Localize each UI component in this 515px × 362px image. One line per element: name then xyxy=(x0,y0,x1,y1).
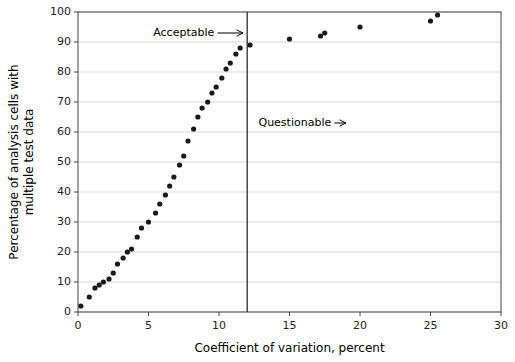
point xyxy=(135,234,140,239)
tick-label: 40 xyxy=(57,185,71,198)
point xyxy=(195,114,200,119)
point xyxy=(219,75,224,80)
point xyxy=(87,294,92,299)
point xyxy=(157,201,162,206)
x-axis-label: Coefficient of variation, percent xyxy=(194,341,384,355)
tick-label: 70 xyxy=(57,95,71,108)
point xyxy=(121,255,126,260)
tick-mark xyxy=(74,282,78,283)
tick-label: 0 xyxy=(75,319,82,332)
grid-line xyxy=(78,102,501,103)
y-axis-label: Percentage of analysis cells withmultipl… xyxy=(7,64,36,259)
y-axis-label-line: Percentage of analysis cells with xyxy=(7,64,21,259)
point xyxy=(129,246,134,251)
tick-mark xyxy=(74,102,78,103)
point xyxy=(97,282,102,287)
tick-label: 15 xyxy=(283,319,297,332)
grid-line xyxy=(78,222,501,223)
tick-label: 80 xyxy=(57,65,71,78)
point xyxy=(435,12,440,17)
point xyxy=(106,276,111,281)
point xyxy=(139,225,144,230)
point xyxy=(171,174,176,179)
tick-mark xyxy=(219,312,220,316)
tick-mark xyxy=(501,312,502,316)
point xyxy=(191,126,196,131)
tick-mark xyxy=(78,312,79,316)
point xyxy=(181,153,186,158)
tick-mark xyxy=(74,222,78,223)
annotation: Questionable xyxy=(258,116,331,129)
point xyxy=(428,18,433,23)
chart: 0 10 20 30 40 50 60 70 80 90 100 0 5 10 15 20 25 30 Accept… xyxy=(0,0,515,362)
grid-line xyxy=(78,42,501,43)
point xyxy=(146,219,151,224)
tick-label: 50 xyxy=(57,155,71,168)
tick-mark xyxy=(74,12,78,13)
tick-label: 100 xyxy=(50,5,71,18)
tick-mark xyxy=(74,192,78,193)
grid-line xyxy=(78,162,501,163)
reference-line xyxy=(247,12,248,312)
tick-label: 20 xyxy=(353,319,367,332)
point xyxy=(318,33,323,38)
point xyxy=(78,303,83,308)
point xyxy=(322,30,327,35)
tick-mark xyxy=(74,72,78,73)
tick-mark xyxy=(74,132,78,133)
tick-label: 20 xyxy=(57,245,71,258)
annotation-arrow xyxy=(217,33,242,34)
point xyxy=(357,24,362,29)
grid-line xyxy=(78,72,501,73)
tick-mark xyxy=(74,252,78,253)
point xyxy=(247,42,252,47)
tick-label: 0 xyxy=(64,305,71,318)
tick-mark xyxy=(74,162,78,163)
point xyxy=(92,285,97,290)
point xyxy=(214,84,219,89)
point xyxy=(125,249,130,254)
tick-label: 30 xyxy=(494,319,508,332)
y-axis-label-line: multiple test data xyxy=(22,109,36,216)
tick-label: 10 xyxy=(57,275,71,288)
point xyxy=(199,105,204,110)
point xyxy=(115,261,120,266)
tick-label: 30 xyxy=(57,215,71,228)
grid-line xyxy=(78,192,501,193)
point xyxy=(101,279,106,284)
annotation: Acceptable xyxy=(153,26,214,39)
point xyxy=(205,99,210,104)
point xyxy=(233,51,238,56)
tick-mark xyxy=(74,312,78,313)
tick-label: 90 xyxy=(57,35,71,48)
plot-frame xyxy=(78,12,501,312)
background xyxy=(0,0,515,362)
annotation-arrow xyxy=(334,123,345,124)
point xyxy=(163,192,168,197)
point xyxy=(111,270,116,275)
point xyxy=(177,162,182,167)
tick-mark xyxy=(430,312,431,316)
point xyxy=(223,66,228,71)
point xyxy=(228,60,233,65)
tick-mark xyxy=(74,42,78,43)
point xyxy=(287,36,292,41)
point xyxy=(185,138,190,143)
tick-mark xyxy=(148,312,149,316)
point xyxy=(153,210,158,215)
point xyxy=(209,90,214,95)
plot-area xyxy=(78,12,440,312)
grid-line xyxy=(78,132,501,133)
point xyxy=(167,183,172,188)
grid-line xyxy=(78,282,501,283)
tick-label: 60 xyxy=(57,125,71,138)
tick-label: 25 xyxy=(424,319,438,332)
point xyxy=(238,45,243,50)
tick-label: 10 xyxy=(212,319,226,332)
tick-label: 5 xyxy=(145,319,152,332)
grid-line xyxy=(78,252,501,253)
tick-mark xyxy=(360,312,361,316)
tick-mark xyxy=(289,312,290,316)
